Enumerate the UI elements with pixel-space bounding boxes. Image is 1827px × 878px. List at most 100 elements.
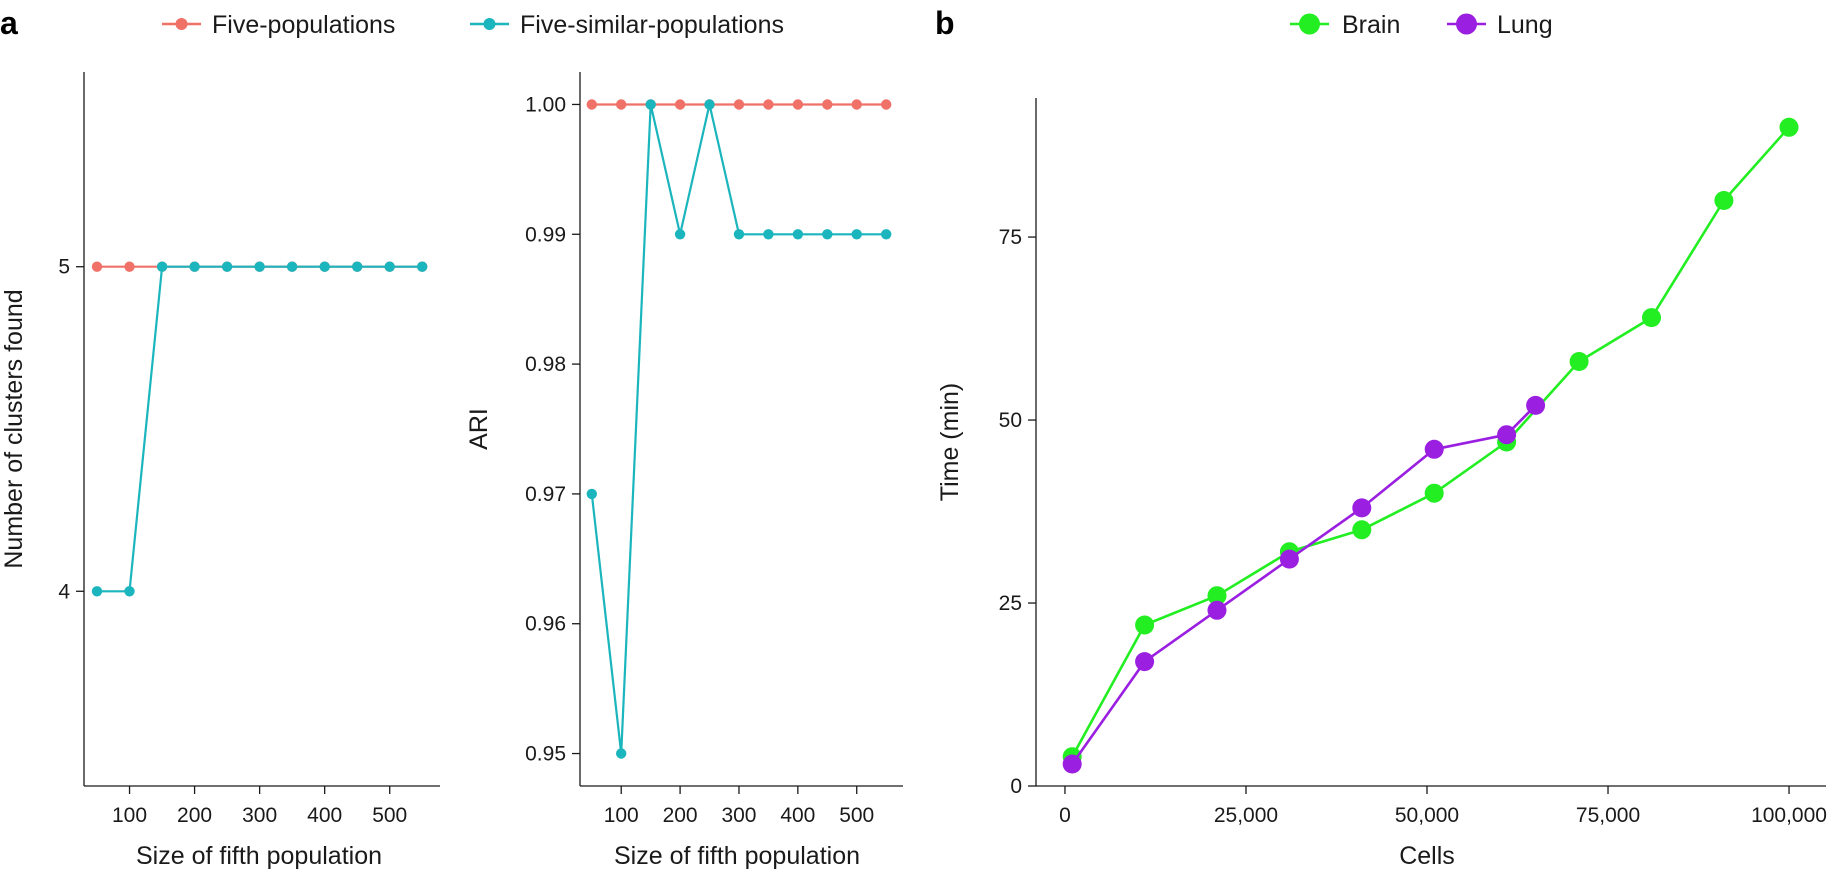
plot-a1-y-axis-title: Number of clusters found bbox=[0, 289, 28, 568]
plot-a2-y-tick-label: 0.95 bbox=[525, 743, 566, 766]
plot-a1-x-tick-label: 400 bbox=[307, 804, 342, 827]
plot-b-point-brain bbox=[1352, 520, 1372, 540]
plot-a2-point-five-populations bbox=[792, 99, 804, 110]
plot-a1-line-five-similar-populations bbox=[97, 265, 423, 593]
plot-b-y-tick-label: 50 bbox=[999, 409, 1022, 432]
plot-b-point-brain bbox=[1424, 483, 1444, 503]
plot-a1-x-tick-label: 300 bbox=[242, 804, 277, 827]
plot-b-y-axis-title: Time (min) bbox=[936, 383, 964, 502]
plot-a2-x-tick-label: 100 bbox=[604, 804, 639, 827]
plot-a1-x-axis-title: Size of fifth population bbox=[136, 842, 382, 870]
panel-b-label: b bbox=[935, 5, 955, 41]
plot-a1-point-five-similar-populations bbox=[352, 261, 363, 272]
plot-a2-point-five-similar-populations bbox=[881, 229, 892, 240]
plot-b-x-tick-label: 25,000 bbox=[1214, 804, 1278, 827]
plot-a1-point-five-populations bbox=[124, 261, 135, 272]
plot-b-y-tick-label: 75 bbox=[999, 226, 1022, 249]
plot-a1-point-five-similar-populations bbox=[384, 261, 395, 272]
plot-b-point-lung bbox=[1279, 549, 1299, 569]
plot-b-point-lung bbox=[1526, 395, 1546, 415]
legend-brain-label: Brain bbox=[1342, 11, 1400, 39]
plot-a2-y-tick-label: 1.00 bbox=[525, 93, 566, 116]
plot-a2-point-five-populations bbox=[586, 99, 597, 110]
plot-a2-x-tick-label: 500 bbox=[839, 804, 874, 827]
plot-a2-point-five-similar-populations bbox=[763, 229, 774, 240]
plot-b-point-brain bbox=[1642, 308, 1661, 328]
plot-a2-y-tick-label: 0.99 bbox=[525, 223, 566, 246]
plot-b-point-lung bbox=[1135, 652, 1155, 672]
plot-a2-line-five-similar-populations bbox=[590, 103, 887, 755]
plot-a1-point-five-similar-populations bbox=[189, 261, 200, 272]
plot-a1-point-five-similar-populations bbox=[156, 261, 168, 272]
plot-a1-point-five-similar-populations bbox=[417, 261, 428, 272]
plot-a2-point-five-populations bbox=[674, 99, 686, 110]
plot-a2-y-axis-title: ARI bbox=[465, 408, 493, 450]
plot-a1-point-five-similar-populations bbox=[286, 261, 298, 272]
legend-a-item-five-populations: Five-populations bbox=[162, 11, 395, 39]
plot-a2-x-axis-title: Size of fifth population bbox=[614, 842, 860, 870]
plot-a1-point-five-similar-populations bbox=[124, 586, 135, 597]
legend-brain-swatch-marker bbox=[1299, 13, 1320, 35]
plot-a2-point-five-similar-populations bbox=[851, 229, 862, 240]
plot-a1-x-tick-label: 500 bbox=[372, 804, 407, 827]
plot-b-point-brain bbox=[1135, 615, 1155, 635]
plot-a2-y-tick-label: 0.98 bbox=[525, 353, 566, 376]
plot-b-point-brain bbox=[1779, 117, 1799, 137]
legend-b-item-lung: Lung bbox=[1447, 11, 1553, 39]
plot-a2-series-five-populations bbox=[586, 99, 892, 110]
legend-lung-swatch-marker bbox=[1456, 13, 1477, 35]
legend-five-similar-populations-label: Five-similar-populations bbox=[520, 11, 784, 39]
plot-a2-point-five-similar-populations bbox=[645, 99, 656, 110]
plot-b-x-tick-label: 50,000 bbox=[1395, 804, 1459, 827]
plot-a2-point-five-similar-populations bbox=[616, 748, 627, 759]
plot-a2-point-five-populations bbox=[822, 99, 833, 110]
legend-lung-label: Lung bbox=[1497, 11, 1553, 39]
plot-a1-y-tick-label: 4 bbox=[58, 580, 70, 603]
plot-ari: 0.95 0.96 0.97 0.98 0.99 1.00 100 200 300 400 500 S… bbox=[465, 72, 903, 870]
plot-clusters-found: 4 5 100 200 300 400 500 Size of fifth populatio… bbox=[0, 72, 440, 870]
plot-b-series-lung bbox=[1062, 395, 1546, 774]
plot-a2-point-five-similar-populations bbox=[586, 488, 597, 500]
plot-a1-point-five-similar-populations bbox=[91, 586, 103, 597]
plot-a1-y-tick-label: 5 bbox=[58, 256, 70, 279]
plot-a1-point-five-similar-populations bbox=[319, 261, 330, 272]
plot-a2-y-tick-label: 0.97 bbox=[525, 483, 566, 506]
plot-a2-series-five-similar-populations bbox=[586, 99, 892, 759]
plot-time-vs-cells: 0 25 50 75 0 25,000 50,000 75,000 100,000 Cells Ti… bbox=[936, 98, 1827, 870]
legend-a-item-five-similar-populations: Five-similar-populations bbox=[470, 11, 784, 39]
plot-b-point-lung bbox=[1497, 425, 1517, 445]
legend-five-similar-populations-swatch-marker bbox=[483, 18, 496, 30]
plot-a2-x-tick-label: 300 bbox=[721, 804, 756, 827]
plot-b-x-tick-label: 0 bbox=[1059, 804, 1071, 827]
plot-a2-point-five-similar-populations bbox=[674, 229, 686, 240]
plot-a2-y-tick-label: 0.96 bbox=[525, 613, 566, 636]
plot-b-x-tick-label: 75,000 bbox=[1576, 804, 1640, 827]
plot-a1-point-five-similar-populations bbox=[254, 261, 265, 272]
plot-a2-point-five-populations bbox=[851, 99, 862, 110]
plot-a1-x-tick-label: 100 bbox=[112, 804, 147, 827]
plot-b-y-tick-label: 25 bbox=[999, 592, 1022, 615]
plot-b-point-lung bbox=[1062, 754, 1082, 774]
plot-a2-x-tick-label: 400 bbox=[780, 804, 815, 827]
plot-a2-point-five-populations bbox=[881, 99, 892, 110]
plot-a1-point-five-populations bbox=[91, 261, 103, 272]
plot-a2-point-five-populations bbox=[733, 99, 745, 110]
plot-b-point-brain bbox=[1569, 352, 1589, 371]
plot-b-point-lung bbox=[1352, 498, 1372, 518]
plot-a2-point-five-similar-populations bbox=[704, 99, 715, 110]
plot-a2-point-five-similar-populations bbox=[733, 229, 745, 240]
plot-a2-point-five-populations bbox=[763, 99, 774, 110]
plot-a2-point-five-populations bbox=[616, 99, 627, 110]
legend-five-populations-label: Five-populations bbox=[212, 11, 395, 39]
legend-b-item-brain: Brain bbox=[1290, 11, 1400, 39]
plot-b-point-brain bbox=[1714, 191, 1734, 210]
plot-b-line-lung bbox=[1071, 404, 1537, 765]
plot-a1-point-five-similar-populations bbox=[221, 261, 233, 272]
plot-b-x-axis-title: Cells bbox=[1399, 842, 1455, 870]
plot-b-point-lung bbox=[1424, 439, 1444, 459]
panel-a-label: a bbox=[0, 5, 18, 41]
plot-a2-x-tick-label: 200 bbox=[663, 804, 698, 827]
plot-a1-series-five-similar-populations bbox=[91, 261, 428, 597]
legend-a: Five-populations Five-similar-population… bbox=[162, 11, 784, 39]
